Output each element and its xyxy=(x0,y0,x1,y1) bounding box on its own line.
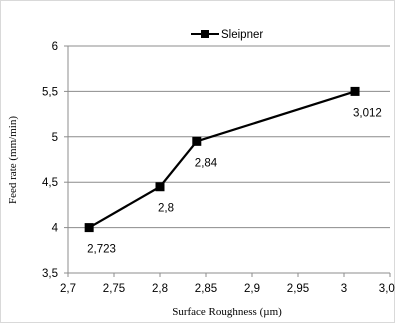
series-line xyxy=(88,90,356,229)
x-tick-label: 2,95 xyxy=(287,283,309,295)
y-tick-label: 6 xyxy=(52,41,58,53)
x-tick-label: 2,8 xyxy=(152,283,168,295)
x-tick-label: 2,9 xyxy=(244,283,260,295)
data-point-marker xyxy=(350,86,360,96)
x-tick-label: 2,85 xyxy=(195,283,217,295)
legend-marker xyxy=(201,30,209,38)
data-label: 2,723 xyxy=(87,244,116,256)
axes xyxy=(64,45,391,277)
x-tick-label: 3,05 xyxy=(379,283,395,295)
y-tick-labels: 3,5 4 4,5 5 5,5 6 xyxy=(42,41,59,280)
x-tick-label: 2,75 xyxy=(103,283,125,295)
x-tick-labels: 2,7 2,75 2,8 2,85 2,9 2,95 3 3,05 xyxy=(60,283,395,295)
data-label: 2,8 xyxy=(158,203,174,215)
legend: Sleipner xyxy=(191,29,263,41)
data-point-marker xyxy=(84,223,94,233)
x-axis-title: Surface Roughness (µm) xyxy=(172,306,282,318)
data-label: 3,012 xyxy=(353,107,382,119)
y-tick-label: 3,5 xyxy=(42,268,58,280)
data-label: 2,84 xyxy=(195,157,218,169)
data-point-marker xyxy=(192,136,202,146)
x-tick-label: 3 xyxy=(341,283,347,295)
data-point-marker xyxy=(155,182,165,192)
series-group xyxy=(84,86,360,233)
y-axis-title: Feed rate (mm/min) xyxy=(7,116,19,204)
y-tick-label: 4,5 xyxy=(42,177,58,189)
data-label-group: 2,723 2,8 2,84 3,012 xyxy=(87,107,382,255)
x-tick-label: 2,7 xyxy=(60,283,76,295)
grid-lines xyxy=(68,45,390,229)
y-tick-label: 4 xyxy=(52,223,59,235)
y-tick-label: 5,5 xyxy=(42,86,58,98)
y-tick-label: 5 xyxy=(52,132,58,144)
legend-label: Sleipner xyxy=(221,29,263,41)
